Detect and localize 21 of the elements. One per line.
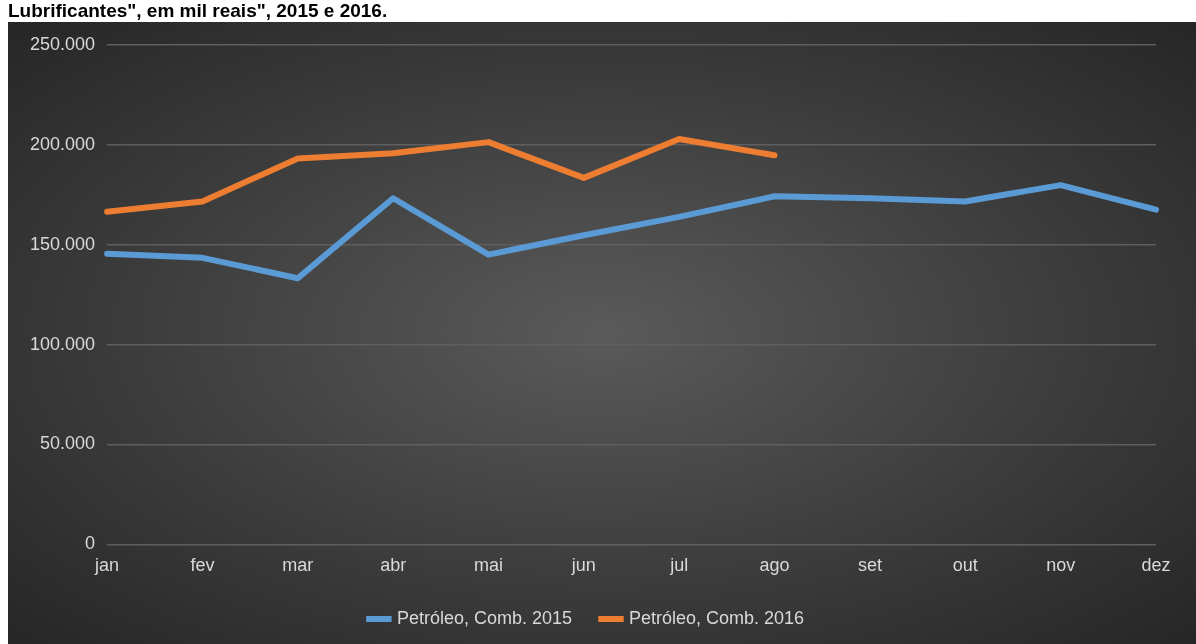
x-tick-label: fev	[190, 555, 215, 576]
y-tick-label: 200.000	[29, 133, 96, 154]
x-tick-label: set	[857, 555, 882, 576]
y-tick-label: 150.000	[29, 233, 96, 254]
legend-label: Petróleo, Comb. 2015	[396, 607, 572, 628]
x-tick-label: out	[952, 555, 978, 576]
x-tick-label: dez	[1141, 555, 1171, 576]
y-tick-label: 50.000	[40, 433, 96, 454]
y-tick-label: 0	[85, 533, 96, 554]
x-tick-label: ago	[759, 555, 790, 576]
x-tick-label: nov	[1046, 555, 1076, 576]
x-tick-label: mai	[473, 555, 503, 576]
x-tick-label: mar	[282, 555, 314, 576]
y-tick-label: 250.000	[29, 33, 96, 54]
y-tick-label: 100.000	[29, 333, 96, 354]
chart-title: Lubrificantes", em mil reais", 2015 e 2016.	[8, 0, 388, 22]
x-tick-label: jan	[94, 555, 120, 576]
x-tick-label: jun	[570, 555, 596, 576]
x-tick-label: jul	[669, 555, 689, 576]
x-tick-label: abr	[380, 555, 407, 576]
legend-label: Petróleo, Comb. 2016	[629, 607, 805, 628]
